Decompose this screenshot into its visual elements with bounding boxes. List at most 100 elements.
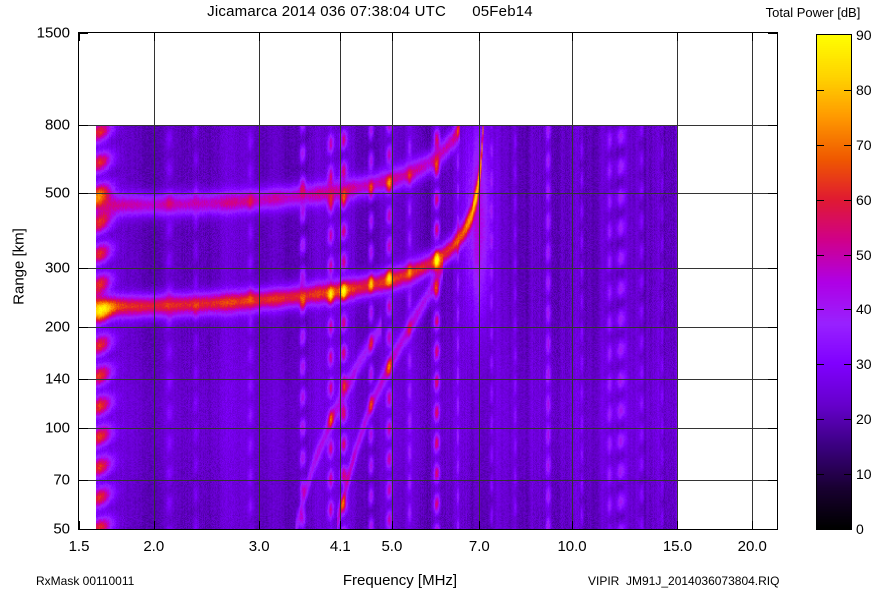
x-tick-mark (479, 33, 481, 41)
y-tick-mark (768, 33, 777, 34)
x-tick-label: 20.0 (737, 538, 767, 555)
y-tick-label: 70 (53, 471, 70, 489)
y-tick-mark (79, 193, 88, 195)
y-tick-label: 300 (44, 259, 70, 277)
y-tick-label: 100 (44, 419, 70, 437)
gridline-vertical (752, 33, 754, 529)
ionogram-heatmap (95, 124, 678, 529)
gridline-horizontal (79, 427, 777, 429)
plot-inner (79, 33, 777, 529)
colorbar-tick-mark (844, 254, 851, 256)
x-tick-mark (677, 33, 679, 41)
rxmask-status: RxMask 00110011 (36, 574, 135, 588)
y-tick-mark (79, 326, 88, 328)
colorbar-tick-label: 10 (856, 466, 872, 483)
y-tick-mark (79, 378, 88, 380)
x-tick-mark (79, 521, 80, 529)
x-tick-mark (79, 33, 80, 41)
x-axis-label: Frequency [MHz] (342, 572, 458, 589)
y-tick-mark (79, 529, 88, 530)
x-tick-mark (572, 521, 574, 529)
x-tick-mark (479, 521, 481, 529)
colorbar-title: Total Power [dB] (765, 5, 861, 20)
colorbar-tick-label: 20 (856, 411, 872, 428)
source-file-label: VIPIR JM91J_2014036073804.RIQ (588, 574, 780, 588)
colorbar-tick-mark (844, 89, 851, 91)
x-tick-label: 5.0 (381, 538, 403, 555)
ionogram-plot[interactable] (78, 32, 778, 530)
gridline-vertical (153, 33, 155, 529)
x-tick-label: 15.0 (662, 538, 693, 555)
x-tick-mark (752, 33, 754, 41)
colorbar-tick-mark (817, 364, 824, 366)
x-tick-label: 2.0 (143, 538, 165, 555)
gridline-vertical (391, 33, 393, 529)
colorbar-tick-mark (817, 199, 824, 201)
page-title: Jicamarca 2014 036 07:38:04 UTC 05Feb14 (207, 3, 533, 20)
x-tick-label: 7.0 (468, 538, 490, 555)
x-tick-mark (391, 521, 393, 529)
x-tick-mark (259, 521, 261, 529)
colorbar-tick-label: 30 (856, 356, 872, 373)
colorbar-tick-mark (844, 419, 851, 421)
y-tick-mark (768, 193, 777, 195)
colorbar-tick-mark (817, 419, 824, 421)
colorbar-tick-label: 60 (856, 191, 872, 208)
gridline-horizontal (79, 267, 777, 269)
colorbar-tick-mark (844, 144, 851, 146)
gridline-vertical (677, 33, 679, 529)
x-tick-mark (153, 33, 155, 41)
y-tick-mark (79, 124, 88, 126)
colorbar-tick-mark (817, 89, 824, 91)
y-tick-mark (79, 33, 88, 34)
x-tick-mark (572, 33, 574, 41)
x-tick-mark (340, 33, 342, 41)
gridline-horizontal (79, 479, 777, 481)
gridline-horizontal (79, 193, 777, 195)
x-tick-mark (391, 33, 393, 41)
colorbar-tick-label: 50 (856, 246, 872, 263)
colorbar-tick-label: 80 (856, 81, 872, 98)
colorbar-tick-label: 0 (856, 521, 864, 537)
colorbar-tick-mark (817, 254, 824, 256)
y-tick-mark (79, 427, 88, 429)
colorbar-tick-label: 70 (856, 136, 872, 153)
colorbar-tick-mark (844, 474, 851, 476)
colorbar-tick-label: 40 (856, 301, 872, 318)
colorbar-tick-mark (844, 199, 851, 201)
colorbar-tick-label: 90 (856, 27, 872, 43)
y-tick-label: 140 (44, 370, 70, 388)
x-tick-mark (677, 521, 679, 529)
y-tick-label: 200 (44, 318, 70, 336)
y-tick-label: 1500 (36, 24, 70, 42)
colorbar-tick-mark (844, 364, 851, 366)
x-tick-mark (752, 521, 754, 529)
y-tick-mark (768, 529, 777, 530)
y-tick-label: 800 (44, 116, 70, 134)
y-tick-mark (768, 326, 777, 328)
gridline-horizontal (79, 124, 777, 126)
y-tick-label: 50 (53, 520, 70, 538)
y-tick-mark (768, 378, 777, 380)
colorbar-tick-mark (817, 474, 824, 476)
colorbar-tick-mark (844, 309, 851, 311)
colorbar-tick-mark (817, 144, 824, 146)
gridline-vertical (259, 33, 261, 529)
y-tick-mark (768, 479, 777, 481)
x-tick-mark (259, 33, 261, 41)
y-tick-mark (79, 267, 88, 269)
x-tick-label: 1.5 (68, 538, 90, 555)
y-tick-mark (768, 427, 777, 429)
x-tick-label: 10.0 (557, 538, 587, 555)
colorbar-tick-mark (817, 309, 824, 311)
y-tick-mark (768, 124, 777, 126)
x-tick-mark (340, 521, 342, 529)
gridline-vertical (340, 33, 342, 529)
x-tick-label: 3.0 (248, 538, 270, 555)
y-tick-mark (768, 267, 777, 269)
gridline-vertical (572, 33, 574, 529)
colorbar[interactable] (816, 34, 852, 530)
gridline-vertical (479, 33, 481, 529)
y-tick-label: 500 (44, 184, 70, 202)
gridline-horizontal (79, 378, 777, 380)
